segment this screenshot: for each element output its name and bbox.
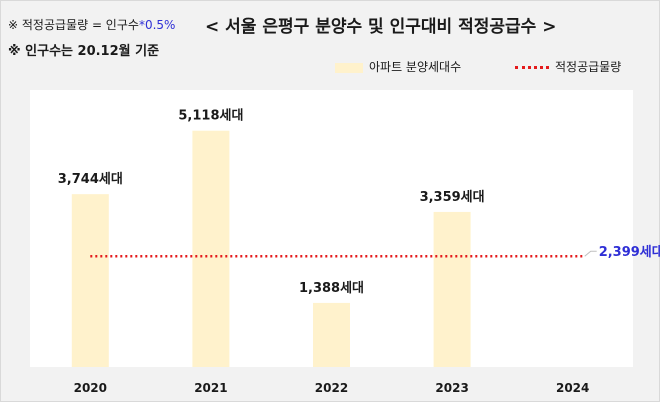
x-tick-labels-group: 2020 2021 2022 2023 2024	[74, 381, 590, 395]
data-label-2020: 3,744세대	[58, 172, 123, 187]
x-tick-2023: 2023	[435, 381, 468, 395]
data-label-2023: 3,359세대	[420, 190, 485, 205]
legend-line-label: 적정공급물량	[555, 60, 622, 74]
legend-line-swatch	[515, 66, 549, 69]
legend-item-bar: 아파트 분양세대수	[335, 58, 461, 75]
bar-labels-group: 3,744세대 5,118세대 1,388세대 3,359세대	[58, 109, 485, 296]
supply-formula-rate: *0.5%	[138, 18, 176, 32]
legend-bar-swatch	[335, 62, 363, 73]
reference-line-group: 2,399세대	[90, 245, 660, 260]
bar-2022	[313, 302, 350, 367]
supply-formula-mid: = 인구수	[88, 18, 139, 32]
population-basis-note: ※ 인구수는 20.12월 기준	[8, 44, 160, 59]
x-tick-2022: 2022	[315, 381, 348, 395]
x-tick-2020: 2020	[74, 381, 107, 395]
supply-formula-note: ※ 적정공급물량 = 인구수*0.5%	[8, 16, 175, 33]
data-label-2022: 1,388세대	[299, 281, 364, 296]
bar-2023	[433, 211, 471, 367]
reference-leader-line	[584, 250, 597, 257]
chart-title: < 서울 은평구 분양수 및 인구대비 적정공급수 >	[205, 17, 557, 37]
supply-formula-prefix: ※ 적정공급물량	[8, 18, 89, 32]
legend-bar-label: 아파트 분양세대수	[369, 60, 462, 74]
bars-group	[71, 130, 471, 367]
legend-item-line: 적정공급물량	[515, 58, 621, 75]
bar-2020	[71, 194, 109, 367]
bar-2021	[192, 130, 230, 367]
x-tick-2024: 2024	[556, 381, 589, 395]
data-label-2021: 5,118세대	[178, 109, 243, 124]
x-tick-2021: 2021	[194, 381, 227, 395]
reference-line-label: 2,399세대	[599, 245, 660, 260]
